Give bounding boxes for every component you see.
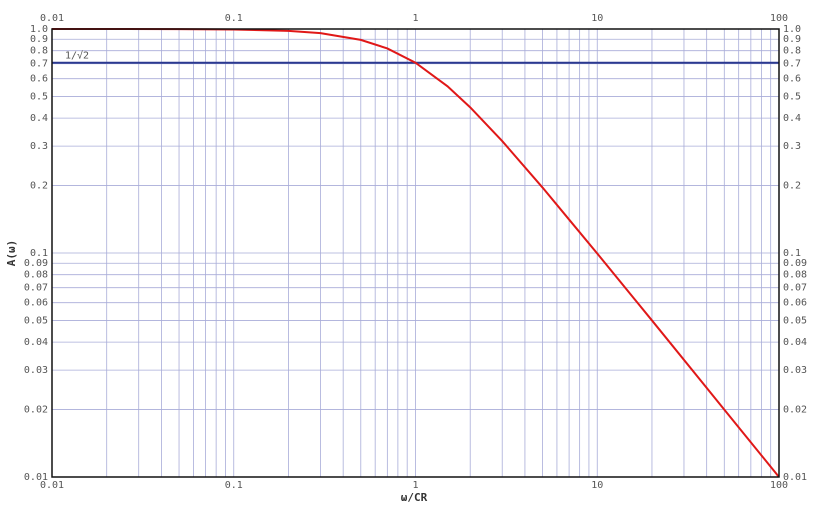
y-tick-label-right: 0.01 — [783, 472, 807, 483]
plot-frame — [51, 28, 780, 478]
y-tick-label: 0.09 — [24, 258, 48, 269]
y-tick-label: 0.04 — [24, 337, 48, 348]
y-tick-label-right: 0.2 — [783, 181, 801, 192]
y-tick-label-right: 0.02 — [783, 405, 807, 416]
y-tick-label-right: 0.5 — [783, 91, 801, 102]
y-tick-label-right: 0.03 — [783, 365, 807, 376]
y-tick-label: 0.2 — [30, 181, 48, 192]
y-tick-label-right: 0.3 — [783, 141, 801, 152]
y-tick-label: 0.7 — [30, 59, 48, 70]
x-axis-label: ω/CR — [401, 491, 428, 504]
y-tick-label: 0.03 — [24, 365, 48, 376]
y-tick-label: 0.3 — [30, 141, 48, 152]
x-tick-label: 1 — [412, 480, 418, 491]
y-tick-label-right: 0.06 — [783, 298, 807, 309]
y-tick-label-right: 0.09 — [783, 258, 807, 269]
y-tick-label-right: 0.07 — [783, 283, 807, 294]
x-tick-label-top: 0.1 — [225, 13, 243, 24]
y-tick-label-right: 0.04 — [783, 337, 807, 348]
y-tick-label-right: 0.7 — [783, 59, 801, 70]
x-tick-label: 10 — [591, 480, 603, 491]
y-tick-label: 0.06 — [24, 298, 48, 309]
y-tick-label: 0.07 — [24, 283, 48, 294]
y-tick-label: 0.5 — [30, 91, 48, 102]
x-tick-label: 0.01 — [40, 480, 64, 491]
y-tick-label: 0.4 — [30, 113, 48, 124]
y-tick-label: 0.9 — [30, 34, 48, 45]
y-tick-label-right: 0.6 — [783, 74, 801, 85]
y-tick-label: 0.05 — [24, 315, 48, 326]
y-tick-label-right: 0.1 — [783, 248, 801, 259]
y-tick-label: 0.01 — [24, 472, 48, 483]
y-tick-label-right: 0.05 — [783, 315, 807, 326]
x-tick-label-top: 10 — [591, 13, 603, 24]
y-tick-label: 0.8 — [30, 46, 48, 57]
x-tick-label-top: 1 — [412, 13, 418, 24]
x-tick-label-top: 0.01 — [40, 13, 64, 24]
y-axis-label: A(ω) — [5, 240, 18, 267]
y-tick-label-right: 0.08 — [783, 270, 807, 281]
y-tick-label: 0.08 — [24, 270, 48, 281]
y-tick-label-right: 0.8 — [783, 46, 801, 57]
reference-label: 1/√2 — [65, 50, 89, 62]
y-tick-label-right: 0.9 — [783, 34, 801, 45]
y-tick-label: 0.1 — [30, 248, 48, 259]
x-tick-label: 100 — [770, 480, 788, 491]
x-tick-label-top: 100 — [770, 13, 788, 24]
x-tick-label: 0.1 — [225, 480, 243, 491]
y-tick-label-right: 1.0 — [783, 24, 801, 35]
y-tick-label: 0.02 — [24, 405, 48, 416]
y-tick-label: 0.6 — [30, 74, 48, 85]
y-tick-label: 1.0 — [30, 24, 48, 35]
y-tick-label-right: 0.4 — [783, 113, 801, 124]
